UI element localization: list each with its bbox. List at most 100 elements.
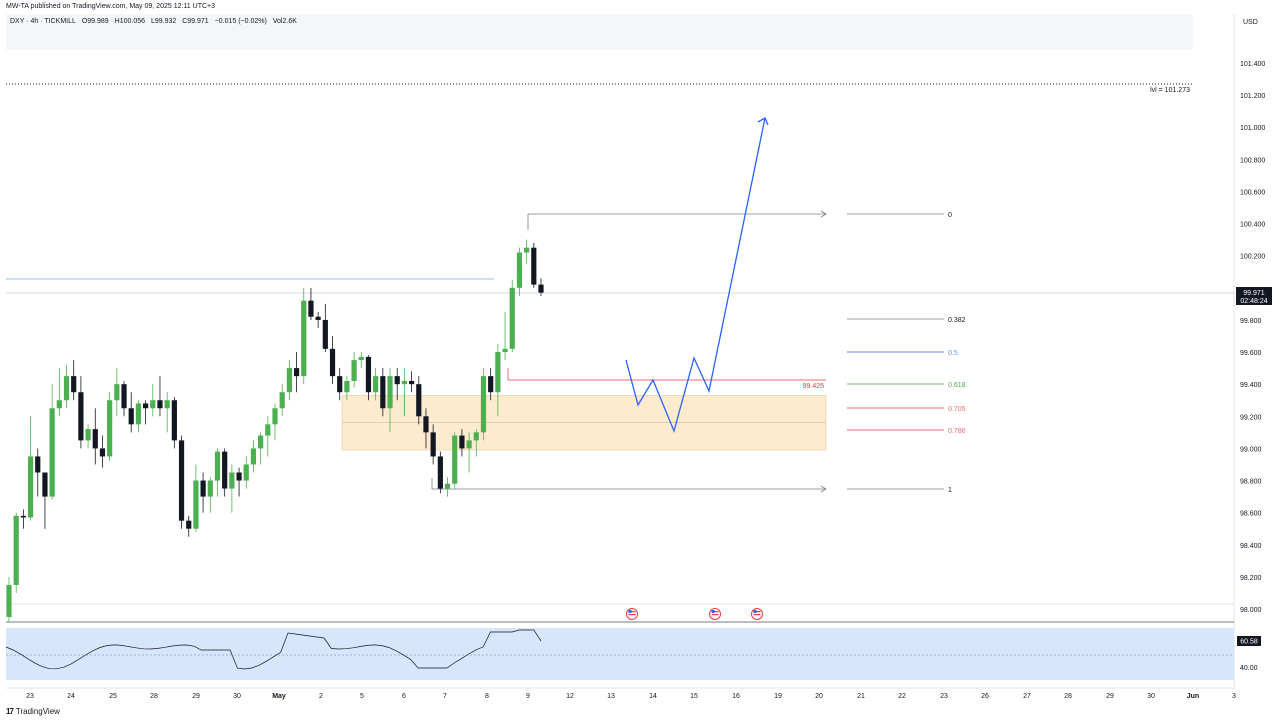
- x-tick-label: 21: [857, 693, 865, 700]
- candle-body[interactable]: [56, 400, 62, 409]
- candle-body[interactable]: [229, 472, 235, 489]
- candle-body[interactable]: [444, 483, 451, 489]
- candle-body[interactable]: [459, 435, 465, 449]
- candle-body[interactable]: [150, 400, 156, 409]
- candle-body[interactable]: [71, 376, 77, 393]
- candle-body[interactable]: [430, 432, 436, 457]
- x-tick-label: 29: [1106, 693, 1114, 700]
- candle-body[interactable]: [516, 252, 523, 288]
- candle-body[interactable]: [99, 448, 106, 457]
- candle-body[interactable]: [186, 520, 192, 529]
- candle-body[interactable]: [250, 448, 257, 465]
- candle-body[interactable]: [524, 247, 530, 253]
- rsi-band: [6, 628, 1234, 680]
- us-flag-icon[interactable]: [709, 608, 721, 620]
- ohlc-legend[interactable]: DXY · 4h · TICKMILL O99.989 H100.056 L99…: [10, 18, 301, 25]
- demand-zone[interactable]: [341, 395, 827, 451]
- rsi-line[interactable]: [5, 629, 542, 670]
- symbol-label[interactable]: DXY · 4h · TICKMILL: [10, 18, 76, 25]
- candle-body[interactable]: [351, 360, 357, 381]
- candle-body[interactable]: [85, 429, 91, 441]
- candle-body[interactable]: [35, 456, 41, 473]
- candle-body[interactable]: [63, 376, 70, 401]
- candle-body[interactable]: [42, 472, 48, 497]
- candle-body[interactable]: [408, 380, 415, 385]
- candle-body[interactable]: [222, 451, 228, 489]
- candle-body[interactable]: [495, 352, 501, 393]
- candle-body[interactable]: [193, 480, 199, 529]
- candle-body[interactable]: [365, 356, 372, 393]
- candle-body[interactable]: [301, 300, 307, 377]
- candle-body[interactable]: [488, 376, 494, 393]
- candle-body[interactable]: [466, 440, 472, 449]
- fib-level-label: 0.382: [948, 317, 966, 324]
- candle-body[interactable]: [509, 287, 515, 349]
- candle-body[interactable]: [200, 480, 206, 497]
- candle-body[interactable]: [279, 392, 285, 409]
- candle-body[interactable]: [315, 316, 321, 320]
- candle-body[interactable]: [473, 432, 479, 441]
- candle-body[interactable]: [401, 380, 408, 385]
- candle-body[interactable]: [538, 284, 544, 293]
- candle-body[interactable]: [20, 515, 26, 518]
- y-tick-label: 98.800: [1240, 479, 1262, 486]
- candle-body[interactable]: [157, 400, 163, 409]
- candle-body[interactable]: [394, 376, 400, 385]
- candle-body[interactable]: [135, 403, 142, 425]
- candle-body[interactable]: [452, 435, 458, 484]
- candle-body[interactable]: [207, 480, 213, 497]
- candle-body[interactable]: [265, 424, 271, 436]
- us-flag-icon[interactable]: [626, 608, 638, 620]
- candle-body[interactable]: [13, 515, 19, 585]
- candle-body[interactable]: [78, 392, 84, 441]
- candle-body[interactable]: [480, 376, 487, 433]
- last-price-countdown: 02:48:24: [1240, 298, 1267, 305]
- y-tick-label: 100.200: [1240, 254, 1265, 261]
- candle-body[interactable]: [337, 376, 343, 393]
- projection-path[interactable]: [625, 117, 766, 434]
- x-tick-label: 28: [150, 693, 158, 700]
- candle-body[interactable]: [423, 416, 429, 433]
- candle-body[interactable]: [329, 348, 336, 377]
- candle-body[interactable]: [114, 384, 120, 401]
- candle-body[interactable]: [380, 376, 386, 409]
- tradingview-footer[interactable]: 17 TradingView: [6, 707, 60, 716]
- candle-body[interactable]: [373, 376, 379, 393]
- candle-body[interactable]: [178, 440, 185, 521]
- candle-body[interactable]: [387, 376, 393, 409]
- candle-body[interactable]: [531, 247, 537, 285]
- candle-body[interactable]: [142, 403, 149, 409]
- x-tick-label: 28: [1064, 693, 1072, 700]
- candle-body[interactable]: [344, 380, 350, 393]
- candle-body[interactable]: [258, 435, 264, 449]
- candle-body[interactable]: [322, 319, 328, 349]
- candle-body[interactable]: [214, 451, 221, 481]
- candle-body[interactable]: [243, 464, 249, 481]
- candle-body[interactable]: [128, 408, 134, 425]
- candle-body[interactable]: [6, 584, 12, 618]
- candle-body[interactable]: [164, 400, 170, 409]
- candle-body[interactable]: [92, 429, 98, 449]
- flag-canton: [753, 610, 757, 613]
- candle-body[interactable]: [502, 348, 508, 353]
- y-tick-label: 101.000: [1240, 125, 1265, 132]
- candle-body[interactable]: [437, 456, 443, 489]
- candle-body[interactable]: [293, 368, 300, 377]
- y-tick-label: 100.600: [1240, 189, 1265, 196]
- candle-body[interactable]: [171, 400, 177, 441]
- candle-body[interactable]: [121, 384, 127, 409]
- candle-body[interactable]: [107, 400, 113, 457]
- candle-body[interactable]: [27, 456, 34, 518]
- candle-body[interactable]: [236, 472, 242, 481]
- last-price-badge: [1236, 287, 1272, 305]
- x-tick-label: 9: [526, 693, 530, 700]
- candle-body[interactable]: [49, 408, 55, 497]
- candle-body[interactable]: [358, 356, 364, 361]
- currency-label[interactable]: USD: [1243, 19, 1258, 26]
- candle-body[interactable]: [272, 408, 278, 425]
- candle-body[interactable]: [308, 300, 314, 317]
- us-flag-icon[interactable]: [751, 608, 763, 620]
- candle-body[interactable]: [416, 384, 422, 417]
- candle-body[interactable]: [286, 368, 292, 393]
